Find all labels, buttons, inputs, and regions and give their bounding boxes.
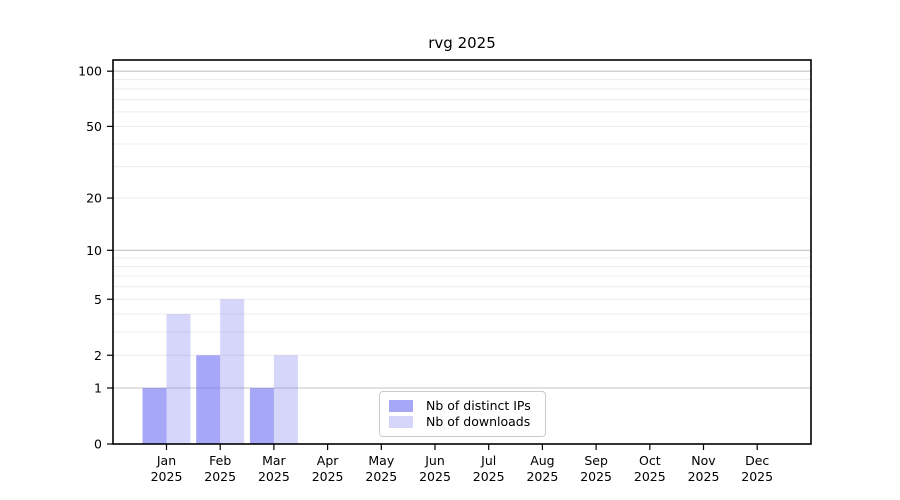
legend: Nb of distinct IPs Nb of downloads: [379, 391, 546, 437]
x-tick-label-year: 2025: [312, 469, 344, 484]
bar-nb-of-distinct-ips-jan: [142, 388, 167, 444]
legend-item-downloads: Nb of downloads: [389, 414, 536, 429]
x-tick-label-month: Oct: [639, 453, 661, 468]
chart-title: rvg 2025: [428, 34, 496, 52]
x-tick-label-year: 2025: [365, 469, 397, 484]
bar-nb-of-distinct-ips-mar: [249, 388, 274, 444]
legend-label-distinct-ips: Nb of distinct IPs: [426, 397, 531, 413]
y-tick-label: 2: [94, 348, 102, 363]
legend-swatch-downloads-icon: [389, 416, 413, 429]
x-tick-label-month: Feb: [209, 453, 231, 468]
bar-nb-of-downloads-jan: [166, 313, 191, 444]
x-tick-label-year: 2025: [741, 469, 773, 484]
bar-nb-of-downloads-feb: [220, 299, 245, 444]
x-tick-label-month: Sep: [584, 453, 608, 468]
x-tick-label-year: 2025: [419, 469, 451, 484]
x-tick-label-month: Dec: [745, 453, 769, 468]
y-tick-label: 0: [94, 437, 102, 452]
y-tick-label: 100: [78, 64, 102, 79]
x-tick-label-month: Jan: [156, 453, 176, 468]
x-tick-label-year: 2025: [526, 469, 558, 484]
y-tick-label: 20: [86, 191, 102, 206]
legend-swatch-distinct-ips-icon: [389, 399, 413, 412]
x-tick-label-year: 2025: [688, 469, 720, 484]
x-tick-label-month: Apr: [317, 453, 339, 468]
x-tick-label-year: 2025: [634, 469, 666, 484]
bar-nb-of-downloads-mar: [273, 355, 298, 444]
x-tick-label-year: 2025: [473, 469, 505, 484]
x-tick-label-year: 2025: [204, 469, 236, 484]
y-tick-label: 10: [86, 243, 102, 258]
y-tick-label: 5: [94, 292, 102, 307]
x-tick-label-month: Aug: [530, 453, 554, 468]
x-tick-label-month: Jul: [480, 453, 496, 468]
legend-item-distinct-ips: Nb of distinct IPs: [389, 397, 536, 413]
y-tick-label: 1: [94, 381, 102, 396]
plot-border: [112, 59, 812, 445]
x-tick-label-year: 2025: [258, 469, 290, 484]
x-tick-label-month: Mar: [262, 453, 286, 468]
x-tick-label-month: May: [368, 453, 394, 468]
legend-label-downloads: Nb of downloads: [426, 414, 531, 429]
x-tick-label-month: Jun: [424, 453, 445, 468]
x-tick-label-year: 2025: [580, 469, 612, 484]
x-tick-label-year: 2025: [151, 469, 183, 484]
y-tick-label: 50: [86, 119, 102, 134]
bar-nb-of-distinct-ips-feb: [196, 355, 221, 444]
x-tick-label-month: Nov: [691, 453, 716, 468]
